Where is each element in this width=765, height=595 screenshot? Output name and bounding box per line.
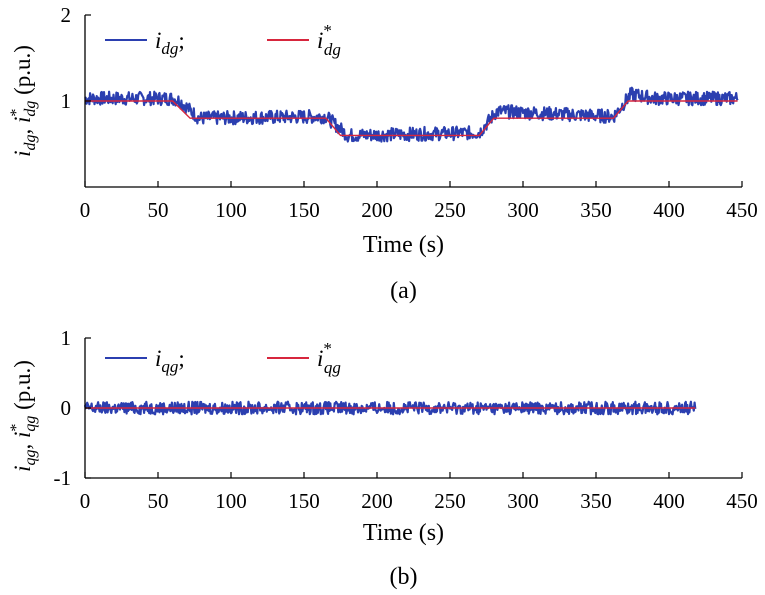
ylabel-part: * (8, 424, 25, 432)
legend-part: qg (161, 357, 178, 376)
x-tick-label: 350 (580, 198, 612, 222)
y-tick-label: 2 (61, 3, 72, 27)
x-tick-label: 400 (653, 489, 685, 513)
legend-part: * (323, 21, 332, 40)
x-tick-label: 400 (653, 198, 685, 222)
x-tick-label: 0 (80, 489, 91, 513)
legend-label: i* qg (317, 339, 341, 377)
x-tick-label: 150 (288, 198, 320, 222)
x-tick-label: 200 (361, 489, 393, 513)
series-line-0-1 (85, 100, 738, 137)
ylabel-part: * (8, 109, 25, 117)
legend-part: i (155, 346, 161, 371)
x-tick-label: 50 (148, 198, 169, 222)
panel-caption: (a) (390, 278, 417, 304)
y-axis-label: iqg, i*qg (p.u.) (8, 360, 39, 472)
x-tick-label: 100 (215, 489, 247, 513)
legend-label: idg; (155, 28, 185, 58)
x-tick-label: 300 (507, 489, 539, 513)
y-tick-label: 1 (61, 89, 72, 113)
ylabel-part: dg (22, 135, 39, 151)
legend-part: dg (161, 39, 178, 58)
legend-label: i* dg (317, 21, 341, 59)
x-tick-label: 250 (434, 489, 466, 513)
series-line-1-0 (83, 400, 697, 416)
y-tick-label: 1 (61, 326, 72, 350)
x-tick-label: 50 (148, 489, 169, 513)
x-tick-label: 300 (507, 198, 539, 222)
x-tick-label: 200 (361, 198, 393, 222)
x-axis-label: Time (s) (363, 232, 444, 258)
y-tick-label: 0 (61, 396, 72, 420)
ylabel-part: , i (10, 117, 35, 135)
ylabel-part: dg (22, 101, 39, 117)
y-axis-label: idg, i*dg (p.u.) (8, 45, 39, 157)
x-tick-label: 0 (80, 198, 91, 222)
legend-part: ; (178, 28, 184, 53)
legend-part: ; (178, 346, 184, 371)
panel-caption: (b) (390, 564, 418, 590)
ylabel-part: qg (22, 416, 39, 432)
legend-part: i (155, 28, 161, 53)
ylabel-part: qg (22, 450, 39, 466)
x-tick-label: 250 (434, 198, 466, 222)
y-tick-label: -1 (54, 466, 72, 490)
x-axis-label: Time (s) (363, 520, 444, 546)
legend-part: qg (324, 358, 341, 377)
ylabel-part: i (10, 151, 35, 157)
x-tick-label: 450 (726, 198, 758, 222)
x-tick-label: 350 (580, 489, 612, 513)
legend-part: dg (324, 40, 341, 59)
ylabel-part: (p.u.) (10, 45, 35, 101)
x-tick-label: 450 (726, 489, 758, 513)
legend-label: iqg; (155, 346, 185, 376)
legend-part: i (317, 28, 323, 53)
ylabel-part: i (10, 466, 35, 472)
x-tick-label: 150 (288, 489, 320, 513)
ylabel-part: (p.u.) (10, 360, 35, 416)
legend-part: * (323, 339, 332, 358)
ylabel-part: , i (10, 432, 35, 450)
legend-part: i (317, 346, 323, 371)
series-line-0-0 (84, 86, 739, 143)
panel-b: 0 50 100 150 200 250 300 350 400 450 -1 0 1 Time (s) i… (8, 326, 758, 590)
x-tick-label: 100 (215, 198, 247, 222)
